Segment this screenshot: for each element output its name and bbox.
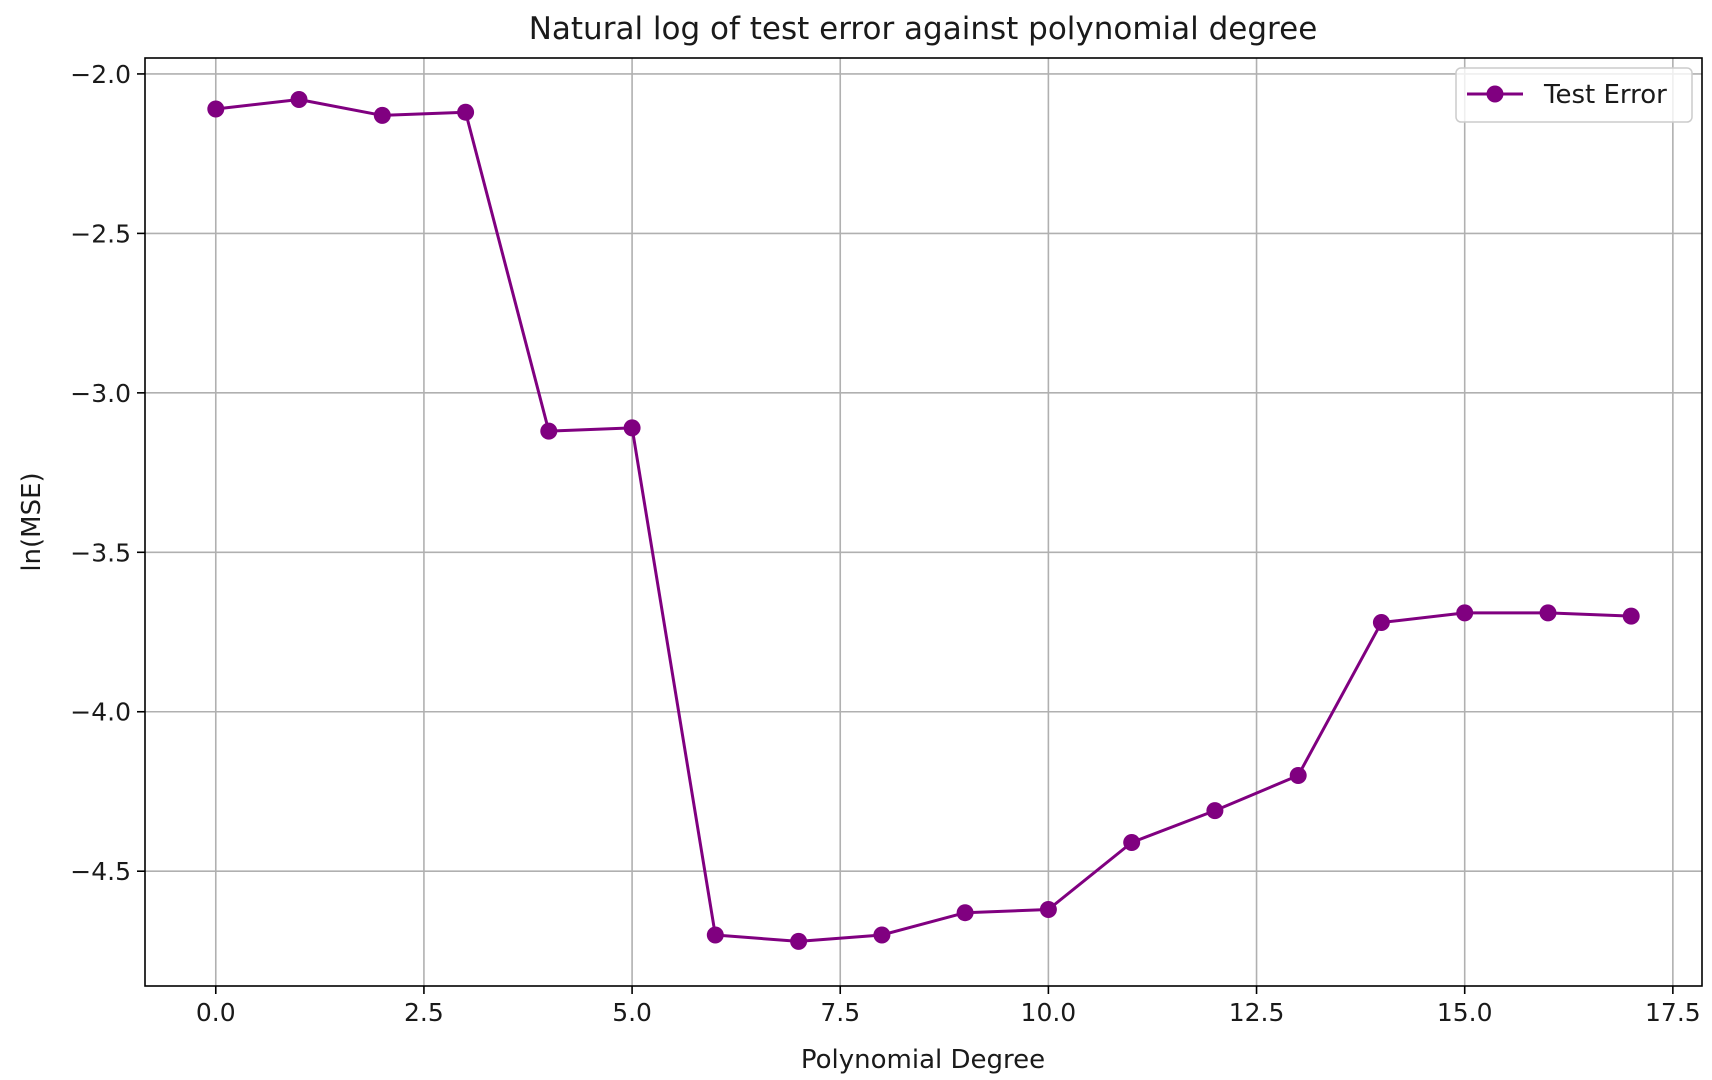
data-point [1289, 767, 1307, 784]
data-point [790, 932, 808, 950]
data-point [290, 91, 308, 108]
x-tick-label: 10.0 [1021, 998, 1077, 1027]
x-tick-label: 7.5 [820, 998, 860, 1027]
data-point [457, 103, 475, 121]
legend-marker-swatch [1486, 85, 1504, 103]
x-axis-ticks: 0.0 2.5 5.0 7.5 10.0 12.5 15.0 17.5 [196, 986, 1701, 1027]
data-point [623, 419, 641, 437]
data-point [540, 422, 558, 440]
y-tick-label: −3.5 [70, 538, 131, 567]
plot-frame [144, 57, 1703, 987]
data-point [207, 100, 225, 118]
x-tick-label: 5.0 [612, 998, 652, 1027]
series-line-test-error [215, 98, 1632, 943]
data-point [1622, 607, 1640, 625]
chart-title: Natural log of test error against polyno… [529, 11, 1318, 47]
data-point [873, 926, 891, 944]
series-layer [207, 91, 1640, 950]
y-axis-ticks: −2.0 −2.5 −3.0 −3.5 −4.0 −4.5 [70, 60, 145, 886]
data-point [1539, 604, 1557, 622]
data-point [1039, 901, 1057, 918]
y-tick-label: −4.0 [70, 698, 131, 727]
data-point [1372, 614, 1390, 631]
x-tick-label: 2.5 [404, 998, 444, 1027]
legend-box [1455, 67, 1693, 123]
data-point [706, 926, 724, 944]
legend: Test Error [1455, 67, 1693, 123]
y-axis-label: ln(MSE) [17, 472, 47, 571]
x-tick-label: 17.5 [1645, 998, 1701, 1027]
data-point [373, 106, 391, 124]
y-tick-label: −2.0 [70, 60, 131, 89]
y-tick-label: −4.5 [70, 857, 131, 886]
data-point [1123, 834, 1141, 851]
x-tick-label: 15.0 [1437, 998, 1493, 1027]
data-point [956, 904, 974, 922]
y-tick-label: −2.5 [70, 219, 131, 248]
data-point [1206, 802, 1224, 820]
x-tick-label: 0.0 [196, 998, 236, 1027]
x-tick-label: 12.5 [1229, 998, 1285, 1027]
legend-label-test-error: Test Error [1543, 80, 1667, 110]
x-axis-label: Polynomial Degree [801, 1045, 1045, 1075]
data-point [1456, 604, 1474, 622]
grid-lines [145, 58, 1702, 986]
y-tick-label: −3.0 [70, 379, 131, 408]
